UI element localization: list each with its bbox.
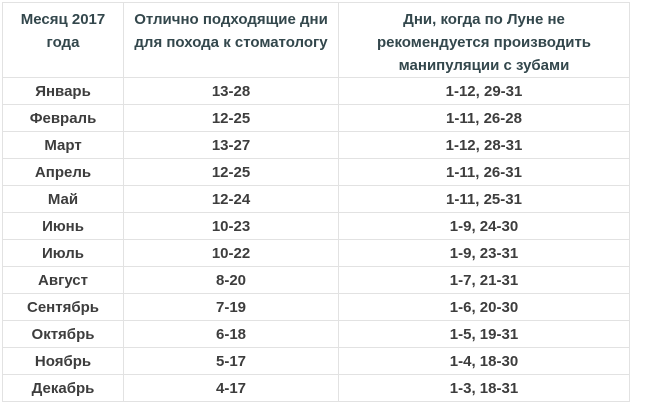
bad-days-cell: 1-6, 20-30 bbox=[338, 293, 630, 321]
bad-days-cell: 1-11, 26-31 bbox=[338, 158, 630, 186]
bad-days-cell: 1-12, 28-31 bbox=[338, 131, 630, 159]
month-cell: Март bbox=[2, 131, 124, 159]
month-cell: Июль bbox=[2, 239, 124, 267]
good-days-cell: 12-25 bbox=[123, 104, 339, 132]
table-row: Май 12-24 1-11, 25-31 bbox=[2, 185, 630, 213]
bad-days-cell: 1-9, 24-30 bbox=[338, 212, 630, 240]
good-days-cell: 6-18 bbox=[123, 320, 339, 348]
lunar-calendar-table: Месяц 2017 года Отлично подходящие дни д… bbox=[2, 2, 630, 402]
bad-days-cell: 1-11, 25-31 bbox=[338, 185, 630, 213]
table-row: Январь 13-28 1-12, 29-31 bbox=[2, 77, 630, 105]
good-days-cell: 12-25 bbox=[123, 158, 339, 186]
table-body: Январь 13-28 1-12, 29-31 Февраль 12-25 1-11, … bbox=[2, 77, 630, 402]
table-row: Декабрь 4-17 1-3, 18-31 bbox=[2, 374, 630, 402]
month-cell: Май bbox=[2, 185, 124, 213]
bad-days-cell: 1-7, 21-31 bbox=[338, 266, 630, 294]
month-cell: Октябрь bbox=[2, 320, 124, 348]
table-row: Июль 10-22 1-9, 23-31 bbox=[2, 239, 630, 267]
month-cell: Апрель bbox=[2, 158, 124, 186]
good-days-cell: 7-19 bbox=[123, 293, 339, 321]
bad-days-cell: 1-4, 18-30 bbox=[338, 347, 630, 375]
good-days-cell: 12-24 bbox=[123, 185, 339, 213]
bad-days-cell: 1-12, 29-31 bbox=[338, 77, 630, 105]
good-days-cell: 8-20 bbox=[123, 266, 339, 294]
table-row: Август 8-20 1-7, 21-31 bbox=[2, 266, 630, 294]
month-cell: Декабрь bbox=[2, 374, 124, 402]
table-row: Октябрь 6-18 1-5, 19-31 bbox=[2, 320, 630, 348]
good-days-cell: 4-17 bbox=[123, 374, 339, 402]
month-cell: Ноябрь bbox=[2, 347, 124, 375]
good-days-cell: 10-23 bbox=[123, 212, 339, 240]
table-row: Сентябрь 7-19 1-6, 20-30 bbox=[2, 293, 630, 321]
month-cell: Сентябрь bbox=[2, 293, 124, 321]
column-header-bad-days: Дни, когда по Луне не рекомендуется прои… bbox=[338, 2, 630, 78]
table-row: Июнь 10-23 1-9, 24-30 bbox=[2, 212, 630, 240]
month-cell: Июнь bbox=[2, 212, 124, 240]
bad-days-cell: 1-11, 26-28 bbox=[338, 104, 630, 132]
table-row: Ноябрь 5-17 1-4, 18-30 bbox=[2, 347, 630, 375]
month-cell: Август bbox=[2, 266, 124, 294]
bad-days-cell: 1-3, 18-31 bbox=[338, 374, 630, 402]
good-days-cell: 5-17 bbox=[123, 347, 339, 375]
table-row: Февраль 12-25 1-11, 26-28 bbox=[2, 104, 630, 132]
column-header-month: Месяц 2017 года bbox=[2, 2, 124, 78]
table-row: Март 13-27 1-12, 28-31 bbox=[2, 131, 630, 159]
column-header-good-days: Отлично подходящие дни для похода к стом… bbox=[123, 2, 339, 78]
good-days-cell: 10-22 bbox=[123, 239, 339, 267]
bad-days-cell: 1-9, 23-31 bbox=[338, 239, 630, 267]
bad-days-cell: 1-5, 19-31 bbox=[338, 320, 630, 348]
month-cell: Январь bbox=[2, 77, 124, 105]
table-row: Апрель 12-25 1-11, 26-31 bbox=[2, 158, 630, 186]
header-row: Месяц 2017 года Отлично подходящие дни д… bbox=[2, 2, 630, 78]
good-days-cell: 13-27 bbox=[123, 131, 339, 159]
month-cell: Февраль bbox=[2, 104, 124, 132]
good-days-cell: 13-28 bbox=[123, 77, 339, 105]
